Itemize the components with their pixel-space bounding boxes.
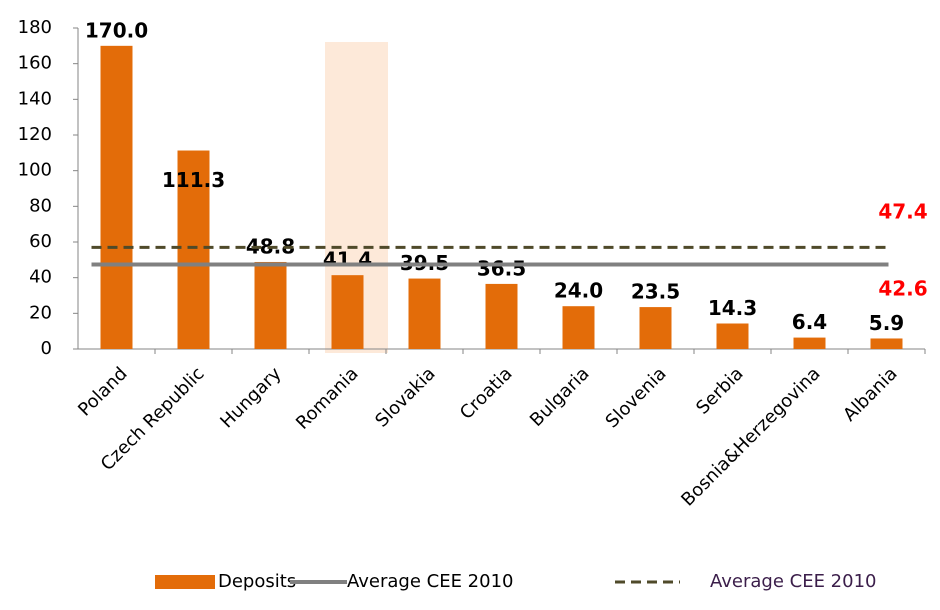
bar <box>870 338 903 349</box>
x-tick-label: Poland <box>74 363 131 420</box>
y-tick-label: 180 <box>18 17 52 38</box>
y-tick-label: 140 <box>18 88 52 109</box>
y-tick-label: 40 <box>29 267 52 288</box>
data-label: 111.3 <box>162 168 225 192</box>
bar <box>254 261 287 349</box>
bar <box>716 323 749 349</box>
y-tick-label: 120 <box>18 124 52 145</box>
bar <box>639 307 672 349</box>
bar <box>485 283 518 349</box>
bar <box>331 275 364 349</box>
x-tick-label: Hungary <box>216 363 285 432</box>
y-tick-label: 0 <box>41 338 52 359</box>
x-tick-label: Bulgaria <box>526 363 594 431</box>
data-label: 36.5 <box>477 256 526 280</box>
x-tick-label: Romania <box>292 363 363 434</box>
x-tick-label: Albania <box>839 363 901 425</box>
x-tick-label: Slovakia <box>371 363 439 431</box>
x-tick-label: Croatia <box>456 363 517 424</box>
legend-label: Average CEE 2010 <box>347 571 513 592</box>
legend-label: Average CEE 2010 <box>710 571 876 592</box>
data-label: 170.0 <box>85 18 148 42</box>
annotation: 42.6 <box>878 277 927 301</box>
data-label: 6.4 <box>792 310 827 334</box>
y-tick-label: 60 <box>29 231 52 252</box>
data-label: 24.0 <box>554 279 603 303</box>
y-tick-label: 80 <box>29 195 52 216</box>
legend-swatch <box>155 575 215 589</box>
bar <box>793 337 826 349</box>
bar <box>177 150 210 349</box>
data-label: 41.4 <box>323 248 372 272</box>
y-tick-label: 160 <box>18 53 52 74</box>
x-tick-label: Bosnia&Herzegovina <box>677 363 824 510</box>
x-tick-label: Slovenia <box>602 363 671 432</box>
bar <box>100 45 133 349</box>
legend-label: Deposits <box>218 571 296 592</box>
annotation: 47.4 <box>878 200 927 224</box>
y-tick-label: 20 <box>29 302 52 323</box>
x-tick-label: Serbia <box>692 363 747 418</box>
bar <box>562 306 595 349</box>
data-label: 23.5 <box>631 280 680 304</box>
data-label: 14.3 <box>708 296 757 320</box>
data-label: 5.9 <box>869 311 904 335</box>
y-tick-label: 100 <box>18 160 52 181</box>
bar <box>408 278 441 349</box>
